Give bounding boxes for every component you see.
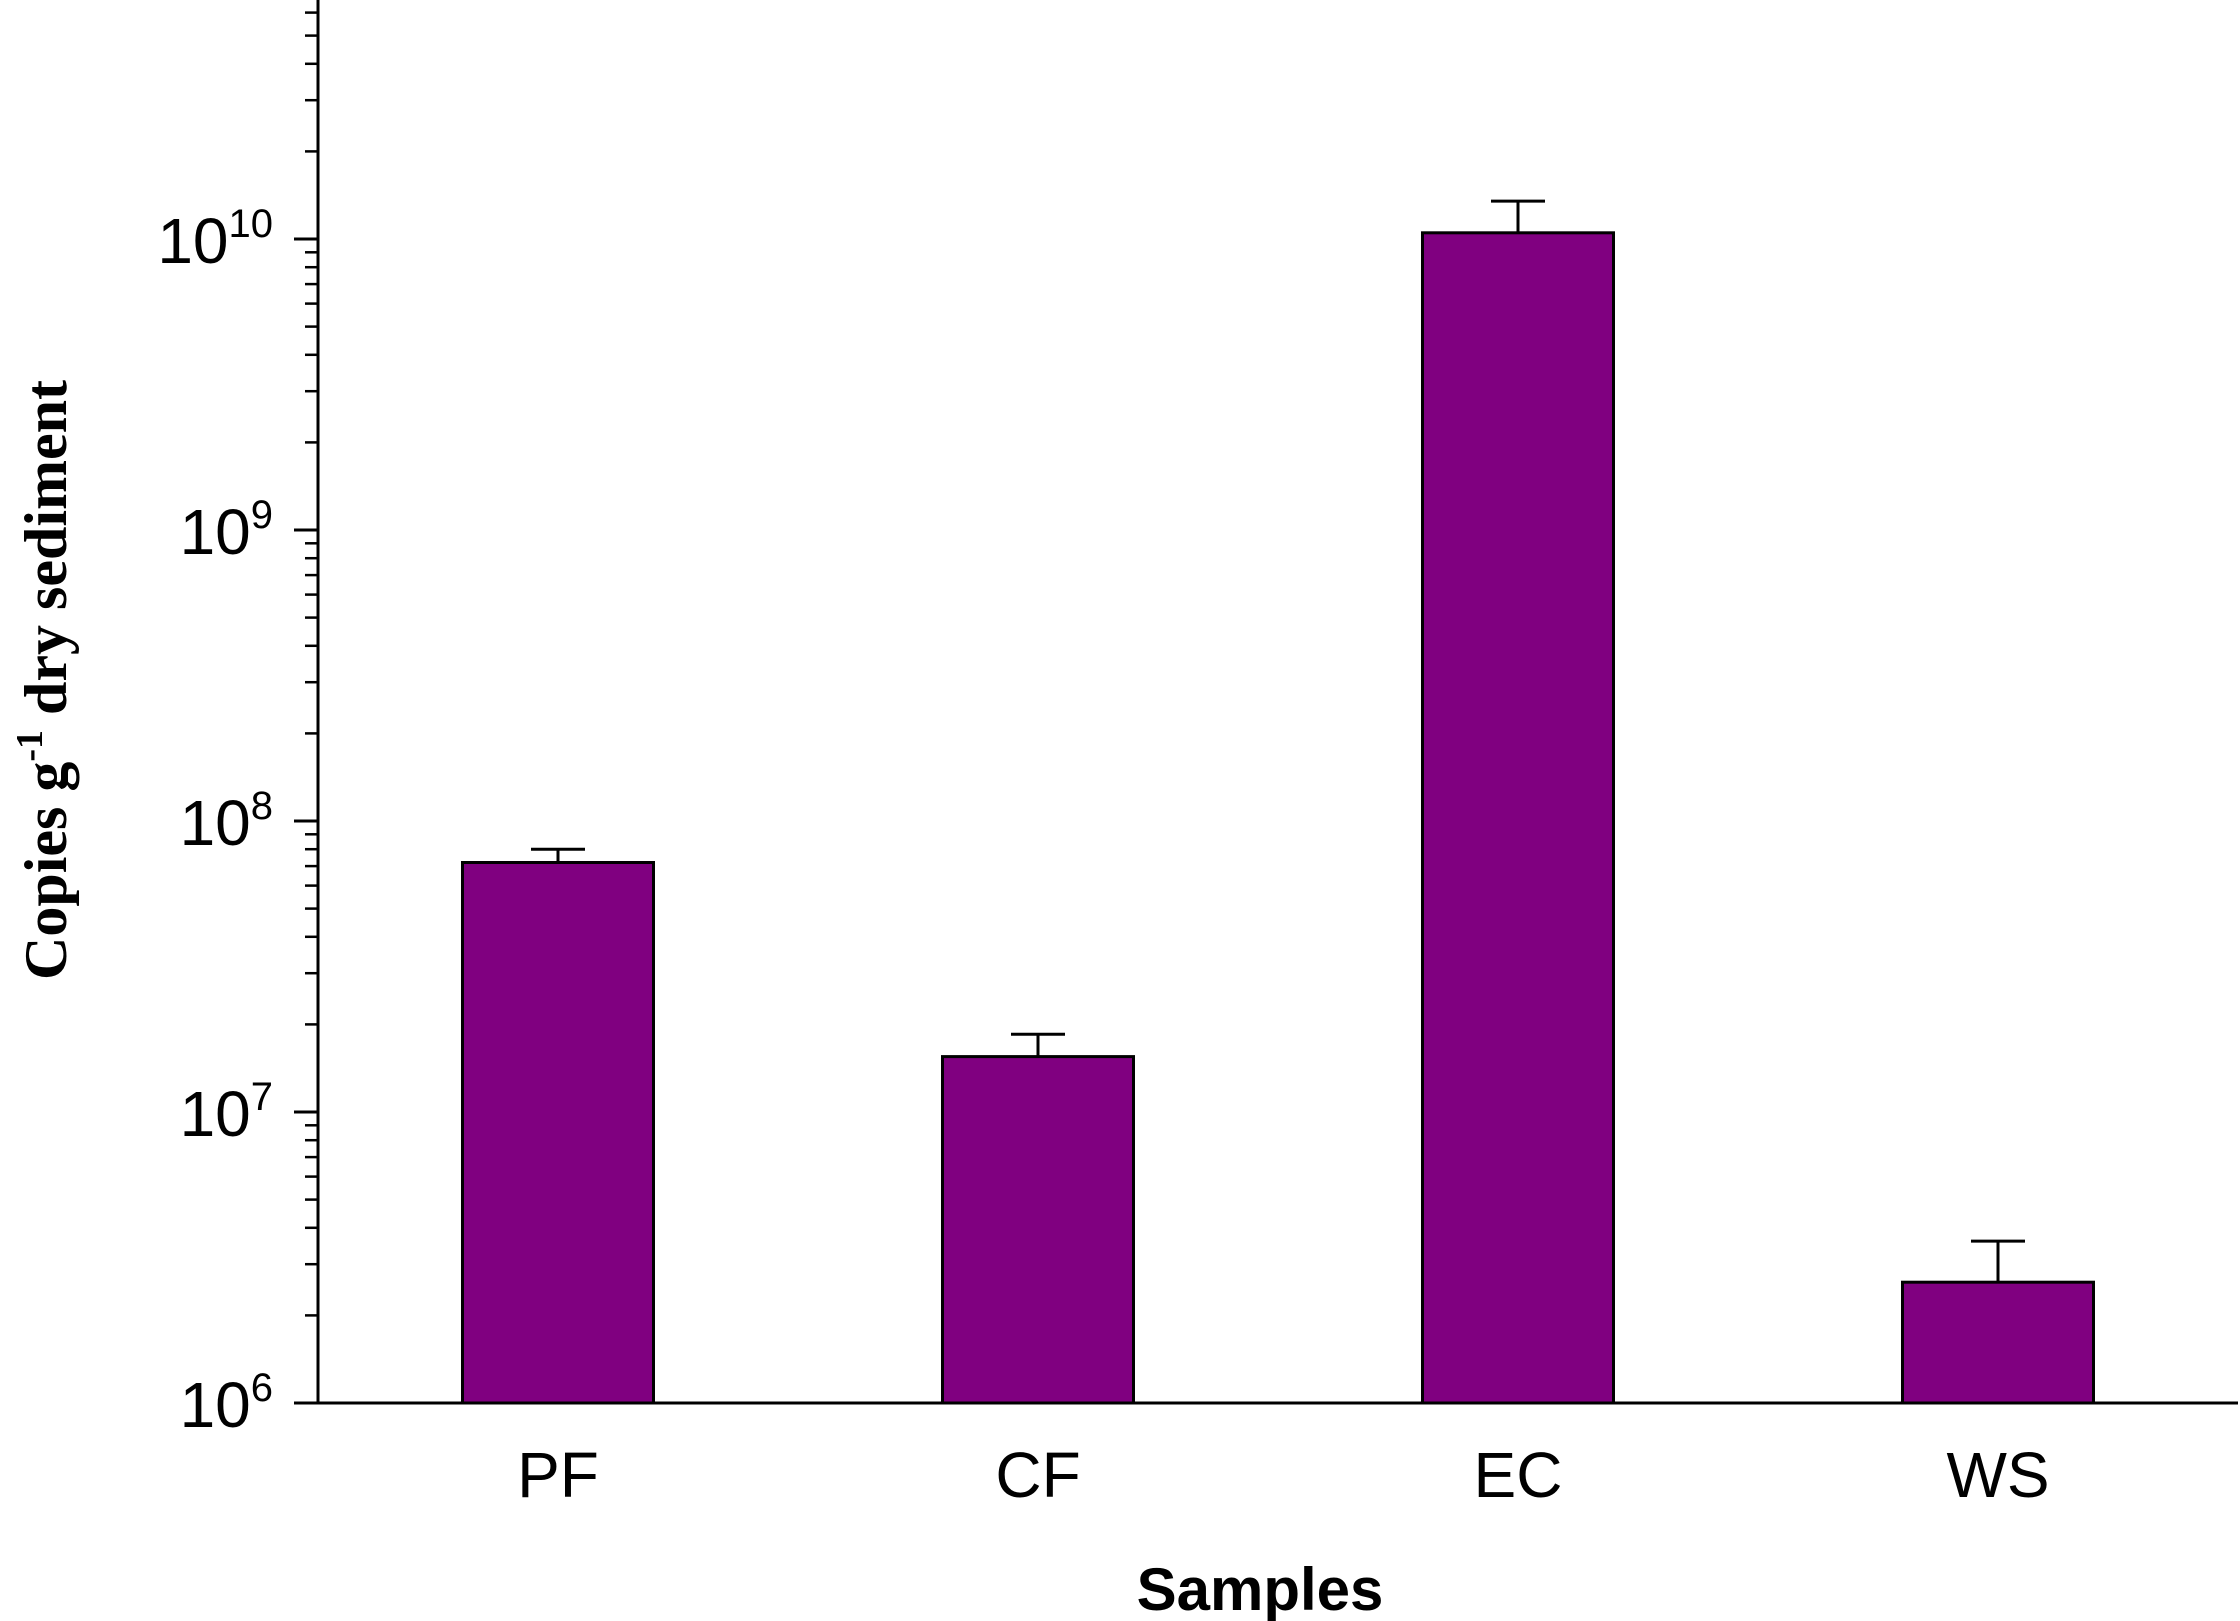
x-tick-label-ws: WS — [1946, 1439, 2049, 1511]
y-tick-label-exponent: 9 — [251, 493, 273, 537]
x-tick-label-ec: EC — [1474, 1439, 1563, 1511]
x-tick-label-pf: PF — [517, 1439, 599, 1511]
y-tick-label-base: 10 — [180, 787, 251, 859]
x-tick-label-cf: CF — [995, 1439, 1080, 1511]
y-tick-label-base: 10 — [157, 205, 228, 277]
error-bars-layer — [531, 199, 2025, 1283]
y-tick-label-9: 109 — [180, 493, 273, 568]
y-tick-label-base: 10 — [180, 1369, 251, 1441]
y-tick-label-base: 10 — [180, 1078, 251, 1150]
bars-layer — [461, 231, 2095, 1405]
y-tick-label-exponent: 7 — [251, 1075, 273, 1119]
y-tick-label-exponent: 10 — [229, 202, 274, 246]
y-tick-label-base: 10 — [180, 496, 251, 568]
y-tick-label-8: 108 — [180, 784, 273, 859]
y-tick-label-6: 106 — [180, 1366, 273, 1441]
axes-layer — [316, 0, 2238, 1405]
y-tick-label-exponent: 8 — [251, 784, 273, 828]
bar-ec — [1421, 231, 1615, 1405]
y-tick-label-10: 1010 — [157, 202, 273, 277]
bar-pf — [461, 861, 655, 1405]
y-tick-label-exponent: 6 — [251, 1366, 273, 1410]
bar-ws — [1901, 1280, 2095, 1405]
y-axis-title-superscript: -1 — [9, 730, 51, 762]
y-axis-title-prefix: Copies g — [13, 762, 79, 980]
x-axis-title: Samples — [1137, 1556, 1384, 1621]
y-tick-label-7: 107 — [180, 1075, 273, 1150]
y-axis-title-suffix: dry sediment — [13, 380, 79, 730]
bar-cf — [941, 1055, 1135, 1405]
x-tick-labels-layer: PF CF EC WS — [517, 1439, 2049, 1511]
y-axis-title: Copies g-1 dry sediment — [9, 380, 79, 980]
